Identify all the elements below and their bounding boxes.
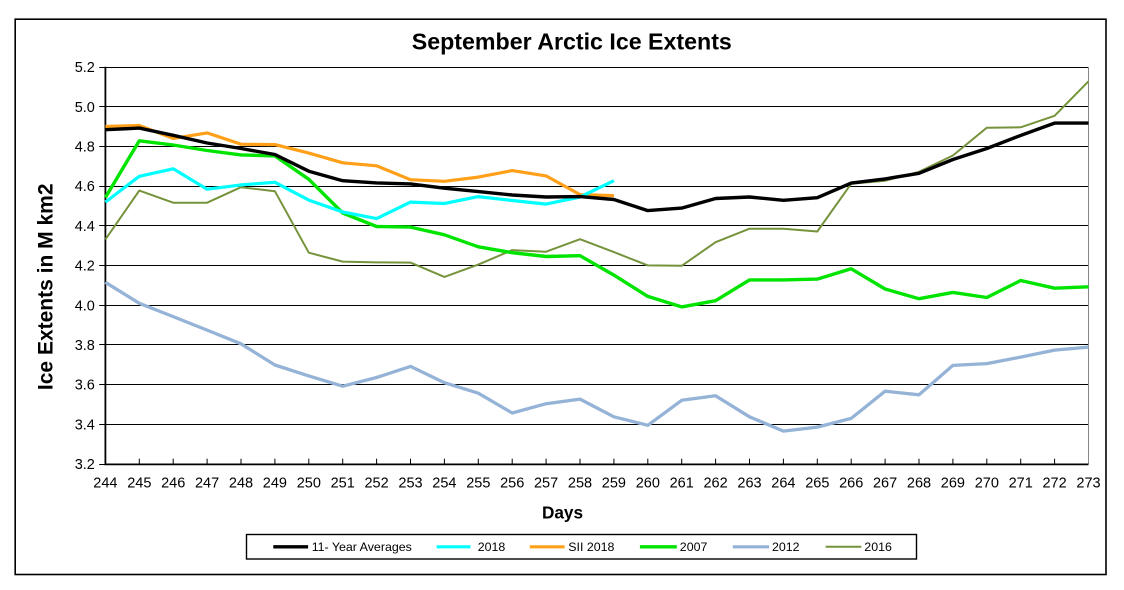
svg-text:259: 259	[602, 476, 626, 492]
svg-text:269: 269	[941, 476, 965, 492]
svg-text:271: 271	[1009, 476, 1033, 492]
svg-text:244: 244	[93, 476, 117, 492]
svg-text:256: 256	[500, 476, 524, 492]
svg-text:4.8: 4.8	[75, 140, 95, 156]
svg-text:3.4: 3.4	[75, 417, 95, 433]
svg-text:248: 248	[229, 476, 253, 492]
svg-text:268: 268	[907, 476, 931, 492]
svg-text:2018: 2018	[478, 540, 506, 554]
svg-text:Ice Extents in M km2: Ice Extents in M km2	[35, 184, 58, 391]
svg-text:2007: 2007	[680, 540, 708, 554]
svg-text:267: 267	[873, 476, 897, 492]
svg-text:253: 253	[398, 476, 422, 492]
svg-text:258: 258	[568, 476, 592, 492]
svg-text:2016: 2016	[864, 540, 892, 554]
svg-text:260: 260	[636, 476, 660, 492]
svg-text:September Arctic Ice Extents: September Arctic Ice Extents	[412, 29, 732, 55]
svg-text:5.0: 5.0	[75, 100, 95, 116]
svg-text:272: 272	[1042, 476, 1066, 492]
svg-text:249: 249	[263, 476, 287, 492]
svg-text:4.2: 4.2	[75, 259, 95, 275]
svg-text:254: 254	[432, 476, 456, 492]
svg-text:4.0: 4.0	[75, 298, 95, 314]
svg-text:255: 255	[466, 476, 490, 492]
svg-text:261: 261	[670, 476, 694, 492]
svg-text:264: 264	[771, 476, 795, 492]
svg-text:11- Year Averages: 11- Year Averages	[312, 540, 412, 554]
svg-text:270: 270	[975, 476, 999, 492]
svg-text:265: 265	[805, 476, 829, 492]
svg-text:245: 245	[127, 476, 151, 492]
svg-text:4.4: 4.4	[75, 219, 95, 235]
svg-text:263: 263	[737, 476, 761, 492]
svg-text:273: 273	[1076, 476, 1100, 492]
svg-text:246: 246	[161, 476, 185, 492]
svg-text:257: 257	[534, 476, 558, 492]
svg-text:250: 250	[297, 476, 321, 492]
svg-text:3.6: 3.6	[75, 378, 95, 394]
svg-text:5.2: 5.2	[75, 60, 95, 76]
svg-text:SII 2018: SII 2018	[568, 540, 614, 554]
svg-text:252: 252	[364, 476, 388, 492]
svg-text:3.8: 3.8	[75, 338, 95, 354]
svg-text:266: 266	[839, 476, 863, 492]
svg-text:2012: 2012	[772, 540, 800, 554]
svg-text:262: 262	[703, 476, 727, 492]
svg-text:247: 247	[195, 476, 219, 492]
svg-text:Days: Days	[542, 503, 583, 523]
svg-text:3.2: 3.2	[75, 457, 95, 473]
svg-text:251: 251	[331, 476, 355, 492]
svg-text:4.6: 4.6	[75, 179, 95, 195]
